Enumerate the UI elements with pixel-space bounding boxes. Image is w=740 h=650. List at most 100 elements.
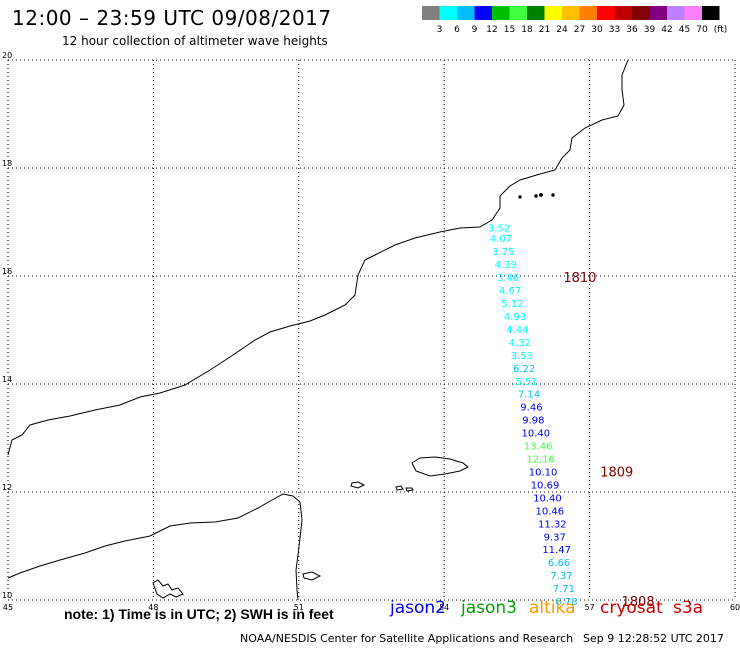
lat-tick-label: 16: [2, 267, 12, 276]
time-labels: 1810 1809 1808: [563, 271, 654, 610]
coastal-feature: [152, 579, 184, 599]
lon-tick-label: 57: [585, 603, 595, 612]
time-label: 1810: [563, 271, 596, 286]
satellite-name-jason2: jason2: [390, 598, 446, 618]
swh-value: 10.40: [533, 493, 562, 504]
page-title: 12:00 – 23:59 UTC 09/08/2017: [12, 6, 332, 30]
legend-swatch: [579, 6, 597, 20]
lon-tick-label: 45: [3, 603, 13, 612]
legend-label: 27: [574, 25, 585, 35]
lat-tick-label: 12: [2, 483, 12, 492]
legend-swatch: [474, 6, 492, 20]
lon-tick-label: 51: [294, 603, 304, 612]
legend-swatch: [684, 6, 702, 20]
islet: [302, 571, 322, 581]
legend-swatch: [614, 6, 632, 20]
swh-value: 9.46: [520, 403, 542, 414]
swh-value: 3.53: [511, 351, 533, 362]
swh-value: 5.12: [501, 299, 523, 310]
legend-swatch: [544, 6, 562, 20]
lat-tick-label: 10: [2, 591, 12, 600]
islet: [395, 485, 404, 491]
islet: [534, 194, 538, 198]
swh-value: 11.47: [542, 545, 571, 556]
legend-swatch: [562, 6, 580, 20]
swh-value: 7.14: [518, 390, 540, 401]
swh-value: 4.93: [504, 312, 526, 323]
satellite-name-jason3: jason3: [461, 598, 517, 618]
legend-label: 70: [696, 25, 708, 35]
swh-value: 11.32: [538, 519, 567, 530]
swh-value: 4.07: [490, 234, 512, 245]
islet: [539, 193, 543, 197]
legend-label: 30: [591, 25, 603, 35]
legend-swatch: [527, 6, 545, 20]
legend-swatch: [509, 6, 527, 20]
swh-value: 6.66: [548, 558, 570, 569]
color-legend: 3 6 9 12 15 18 21 24 27 30 33 36 39 42 45 70 (ft): [422, 6, 728, 35]
time-label: 1809: [600, 465, 633, 480]
islet: [551, 193, 555, 197]
swh-value: 10.10: [529, 467, 558, 478]
swh-value: 3.52: [488, 223, 510, 234]
socotra-island: [411, 456, 469, 477]
note-text: note: 1) Time is in UTC; 2) SWH is in fe…: [64, 606, 334, 622]
swh-value: 4.32: [509, 338, 531, 349]
legend-label: 21: [539, 25, 550, 35]
swh-value: 10.40: [521, 429, 550, 440]
lat-tick-label: 20: [2, 51, 12, 60]
legend-swatch: [702, 6, 720, 20]
islet: [405, 487, 414, 492]
axis-ticks: 45 48 51 54 57 60 10 12 14 16 18 20: [2, 51, 740, 612]
coastline-arabia: [7, 59, 629, 456]
legend-unit: (ft): [714, 25, 728, 35]
swh-value: 4.44: [506, 325, 528, 336]
legend-swatch: [439, 6, 457, 20]
swh-value: 3.75: [492, 247, 514, 258]
legend-label: 9: [472, 25, 478, 35]
swh-value: 4.67: [499, 286, 521, 297]
legend-swatch: [422, 6, 440, 20]
legend-swatch: [597, 6, 615, 20]
legend-swatch: [492, 6, 510, 20]
legend-swatch: [649, 6, 667, 20]
lon-tick-label: 48: [148, 603, 158, 612]
lat-tick-label: 18: [2, 159, 12, 168]
legend-label: 33: [609, 25, 620, 35]
legend-label: 18: [521, 25, 533, 35]
swh-value: 10.69: [531, 480, 560, 491]
coastline-somalia: [7, 493, 303, 601]
satellite-name-altika: altika: [529, 598, 576, 618]
swh-value: 6.22: [513, 364, 535, 375]
swh-value: 9.98: [522, 416, 544, 427]
legend-label: 45: [679, 25, 690, 35]
grid-lines: [7, 59, 736, 601]
swh-value: 9.37: [544, 532, 566, 543]
islet: [350, 481, 366, 489]
swh-value: 3.46: [497, 273, 519, 284]
swh-value: 7.71: [553, 584, 575, 595]
swh-value: 13.46: [524, 442, 553, 453]
swh-value: 5.51: [515, 377, 537, 388]
lon-tick-label: 54: [439, 603, 449, 612]
legend-swatch: [457, 6, 475, 20]
lat-tick-label: 14: [2, 375, 12, 384]
legend-label: 24: [556, 25, 568, 35]
legend-label: 39: [644, 25, 656, 35]
satellite-name-cryosat: cryosat: [600, 598, 663, 618]
page-subtitle: 12 hour collection of altimeter wave hei…: [62, 34, 328, 48]
islet: [518, 195, 522, 199]
legend-label: 42: [661, 25, 672, 35]
coastline: [7, 59, 629, 601]
legend-label: 6: [454, 25, 460, 35]
swh-value: 7.37: [550, 571, 572, 582]
legend-label: 12: [486, 25, 497, 35]
time-label: 1808: [622, 595, 655, 610]
legend-swatch: [632, 6, 650, 20]
footer-credit: NOAA/NESDIS Center for Satellite Applica…: [240, 632, 574, 645]
footer-timestamp: Sep 9 12:28:52 UTC 2017: [583, 632, 724, 645]
swh-value: 10.46: [536, 506, 565, 517]
lon-tick-label: 60: [730, 603, 740, 612]
legend-swatch: [667, 6, 685, 20]
